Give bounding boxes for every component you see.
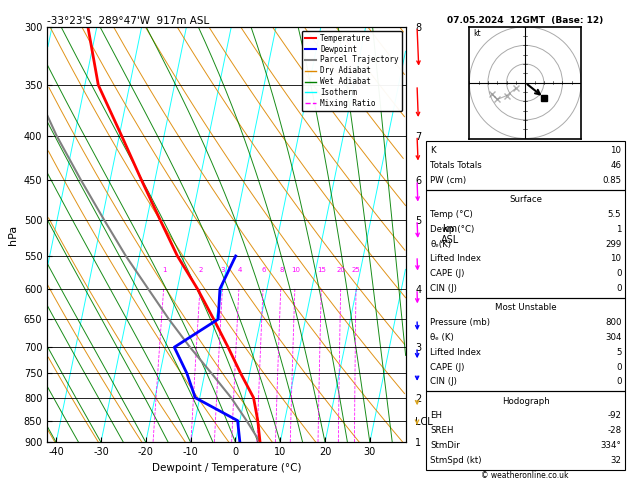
Text: -33°23'S  289°47'W  917m ASL: -33°23'S 289°47'W 917m ASL — [47, 16, 209, 26]
Text: SREH: SREH — [430, 426, 454, 435]
Text: 07.05.2024  12GMT  (Base: 12): 07.05.2024 12GMT (Base: 12) — [447, 16, 603, 25]
Text: 1: 1 — [162, 267, 167, 273]
Text: kt: kt — [473, 29, 481, 38]
Text: CIN (J): CIN (J) — [430, 284, 457, 293]
Text: K: K — [430, 146, 436, 156]
Text: Surface: Surface — [509, 195, 542, 204]
Text: 46: 46 — [611, 161, 621, 170]
Text: 2: 2 — [199, 267, 203, 273]
Text: 3: 3 — [221, 267, 225, 273]
Text: 299: 299 — [605, 240, 621, 249]
Text: θₑ (K): θₑ (K) — [430, 333, 454, 342]
Y-axis label: hPa: hPa — [8, 225, 18, 244]
Text: 15: 15 — [317, 267, 326, 273]
Text: 8: 8 — [279, 267, 284, 273]
Text: CAPE (J): CAPE (J) — [430, 363, 465, 372]
Text: 10: 10 — [611, 146, 621, 156]
Text: 0: 0 — [616, 363, 621, 372]
Text: 334°: 334° — [601, 441, 621, 450]
Text: 20: 20 — [337, 267, 345, 273]
Text: Temp (°C): Temp (°C) — [430, 210, 473, 219]
Text: 0.85: 0.85 — [603, 176, 621, 185]
Text: EH: EH — [430, 411, 442, 420]
Text: 0: 0 — [616, 377, 621, 386]
Text: Hodograph: Hodograph — [502, 397, 549, 406]
Text: © weatheronline.co.uk: © weatheronline.co.uk — [481, 471, 569, 480]
Text: 0: 0 — [616, 269, 621, 278]
Text: Lifted Index: Lifted Index — [430, 254, 481, 263]
Text: PW (cm): PW (cm) — [430, 176, 466, 185]
Text: -92: -92 — [608, 411, 621, 420]
Text: 1: 1 — [616, 225, 621, 234]
Text: θₑ(K): θₑ(K) — [430, 240, 451, 249]
X-axis label: Dewpoint / Temperature (°C): Dewpoint / Temperature (°C) — [152, 463, 301, 473]
Text: 6: 6 — [261, 267, 266, 273]
Text: 25: 25 — [352, 267, 360, 273]
Text: -28: -28 — [608, 426, 621, 435]
Text: StmSpd (kt): StmSpd (kt) — [430, 456, 482, 465]
Text: StmDir: StmDir — [430, 441, 460, 450]
Text: CAPE (J): CAPE (J) — [430, 269, 465, 278]
Text: 5.5: 5.5 — [608, 210, 621, 219]
Text: 304: 304 — [605, 333, 621, 342]
Text: 4: 4 — [237, 267, 242, 273]
Text: Dewp (°C): Dewp (°C) — [430, 225, 474, 234]
Text: CIN (J): CIN (J) — [430, 377, 457, 386]
Text: Totals Totals: Totals Totals — [430, 161, 482, 170]
Y-axis label: km
ASL: km ASL — [441, 224, 459, 245]
Text: Most Unstable: Most Unstable — [495, 303, 556, 312]
Text: Pressure (mb): Pressure (mb) — [430, 318, 490, 327]
Text: 5: 5 — [616, 347, 621, 357]
Legend: Temperature, Dewpoint, Parcel Trajectory, Dry Adiabat, Wet Adiabat, Isotherm, Mi: Temperature, Dewpoint, Parcel Trajectory… — [302, 31, 402, 111]
Text: 800: 800 — [605, 318, 621, 327]
Text: 0: 0 — [616, 284, 621, 293]
Text: Lifted Index: Lifted Index — [430, 347, 481, 357]
Text: 32: 32 — [611, 456, 621, 465]
Text: 10: 10 — [611, 254, 621, 263]
Text: 10: 10 — [291, 267, 300, 273]
